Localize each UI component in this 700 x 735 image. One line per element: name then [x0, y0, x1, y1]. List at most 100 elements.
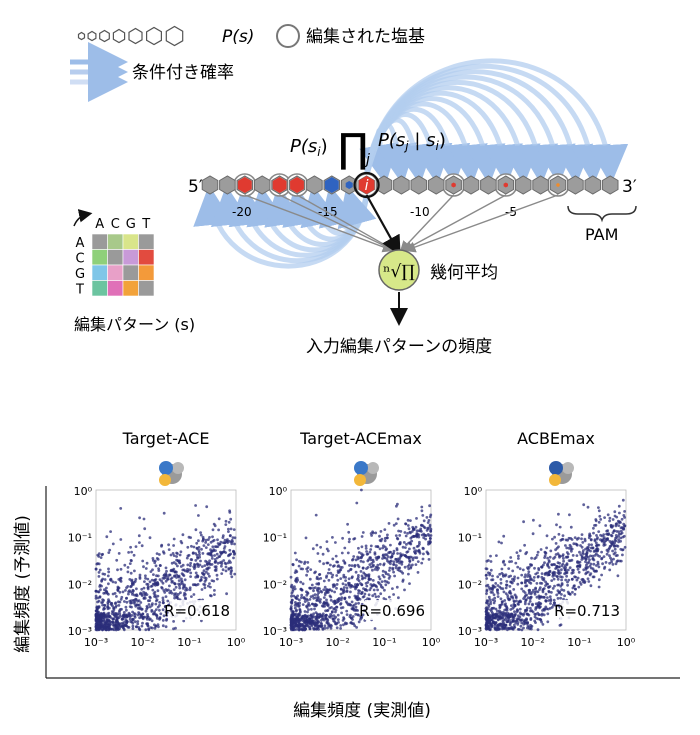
data-point: [558, 624, 562, 627]
data-point: [558, 561, 561, 565]
data-point: [557, 572, 561, 576]
y-tick-label: 10⁻³: [68, 625, 92, 638]
data-point: [361, 566, 365, 570]
data-point: [497, 540, 501, 544]
data-point: [324, 614, 328, 618]
data-point: [368, 556, 372, 560]
data-point: [556, 589, 560, 593]
data-point: [394, 566, 398, 570]
data-point: [305, 573, 308, 577]
data-point: [489, 600, 492, 604]
data-point: [560, 593, 563, 596]
data-point: [182, 585, 186, 589]
matrix-cell: [107, 264, 124, 281]
data-point: [621, 498, 625, 502]
data-point: [593, 524, 596, 527]
data-point: [171, 552, 175, 555]
data-point: [606, 513, 610, 517]
data-point: [529, 563, 532, 566]
data-point: [554, 603, 557, 607]
data-point: [395, 560, 399, 564]
data-point: [289, 607, 293, 611]
data-point: [421, 557, 425, 561]
data-point: [310, 623, 314, 626]
data-point: [216, 561, 220, 565]
data-point: [186, 545, 190, 549]
data-point: [375, 558, 379, 561]
data-point: [565, 546, 569, 550]
data-point: [558, 555, 561, 559]
data-point: [392, 551, 396, 555]
data-point: [392, 563, 396, 566]
data-point: [547, 585, 551, 589]
data-point: [355, 626, 358, 629]
data-point: [100, 601, 103, 604]
data-point: [130, 550, 134, 554]
data-point: [563, 572, 566, 576]
conditional-probability-arrow-icon: [70, 42, 128, 102]
data-point: [527, 602, 531, 606]
data-point: [363, 592, 367, 596]
data-point: [618, 559, 622, 563]
data-point: [205, 570, 208, 574]
data-point: [191, 552, 195, 555]
data-point: [136, 622, 140, 626]
data-point: [540, 565, 544, 569]
data-point: [406, 524, 410, 527]
data-point: [422, 519, 426, 523]
data-point: [111, 620, 115, 624]
x-tick-label: 10⁻²: [326, 636, 350, 649]
data-point: [511, 620, 515, 623]
data-point: [224, 519, 228, 523]
data-point: [418, 551, 422, 555]
data-point: [403, 531, 407, 534]
data-point: [518, 567, 522, 571]
data-point: [420, 509, 424, 513]
data-point: [216, 545, 220, 548]
data-point: [167, 548, 171, 551]
data-point: [557, 532, 561, 536]
conditional-arc: [364, 58, 629, 185]
data-point: [517, 554, 520, 558]
data-point: [498, 614, 502, 617]
data-point: [505, 580, 509, 583]
data-point: [108, 548, 112, 552]
data-point: [165, 569, 168, 573]
data-point: [571, 586, 575, 590]
data-point: [594, 518, 598, 521]
data-point: [94, 609, 98, 613]
data-point: [615, 536, 618, 539]
data-point: [163, 573, 166, 577]
data-point: [312, 627, 316, 631]
data-point: [229, 517, 233, 521]
data-point: [206, 543, 210, 546]
data-point: [347, 540, 351, 544]
data-point: [201, 552, 205, 555]
data-point: [575, 554, 579, 557]
data-point: [166, 577, 170, 581]
data-point: [520, 573, 524, 577]
data-point: [173, 574, 177, 578]
data-point: [496, 618, 500, 622]
data-point: [222, 547, 226, 550]
data-point: [588, 558, 591, 562]
data-point: [340, 611, 343, 615]
data-point: [378, 577, 382, 581]
data-point: [227, 561, 230, 565]
data-point: [505, 583, 509, 587]
data-point: [194, 575, 198, 579]
data-point: [111, 542, 115, 546]
data-point: [322, 579, 326, 583]
data-point: [333, 564, 336, 567]
legend-edited-base-label: 編集された塩基: [306, 27, 425, 47]
data-point: [591, 554, 594, 558]
data-point: [566, 580, 569, 584]
data-point: [420, 530, 423, 533]
data-point: [494, 616, 498, 620]
data-point: [360, 590, 364, 594]
data-point: [379, 583, 383, 587]
data-point: [408, 541, 412, 545]
data-point: [364, 574, 368, 578]
data-point: [114, 605, 118, 609]
